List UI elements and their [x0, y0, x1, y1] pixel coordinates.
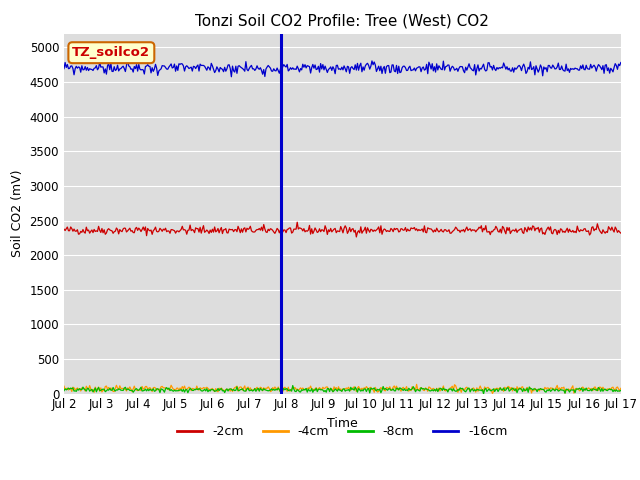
Text: TZ_soilco2: TZ_soilco2 — [72, 46, 150, 59]
Title: Tonzi Soil CO2 Profile: Tree (West) CO2: Tonzi Soil CO2 Profile: Tree (West) CO2 — [195, 13, 490, 28]
Legend: -2cm, -4cm, -8cm, -16cm: -2cm, -4cm, -8cm, -16cm — [172, 420, 513, 443]
X-axis label: Time: Time — [327, 417, 358, 430]
Y-axis label: Soil CO2 (mV): Soil CO2 (mV) — [11, 170, 24, 257]
